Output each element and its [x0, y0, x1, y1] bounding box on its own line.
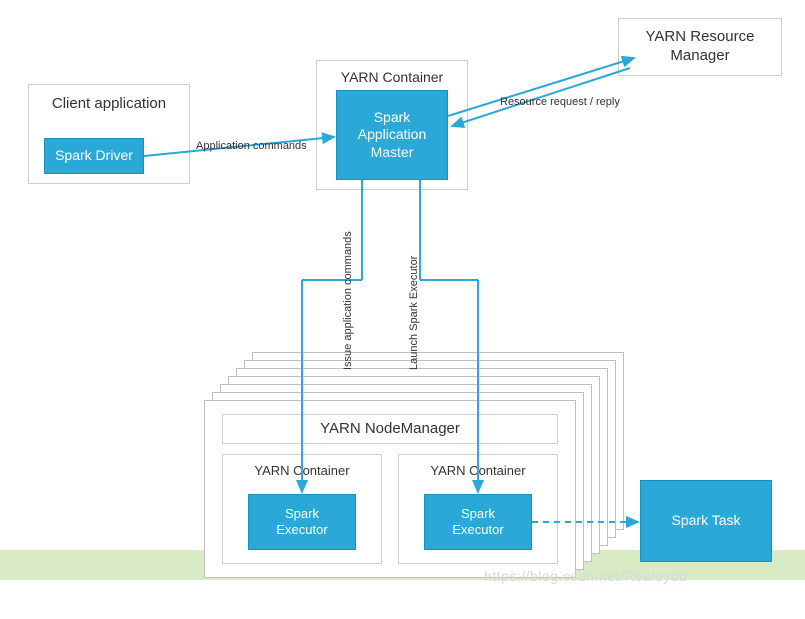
spark-executor-left-box: Spark Executor: [248, 494, 356, 550]
edge-label-application-commands: Application commands: [196, 140, 307, 152]
yarn-container-right-title: YARN Container: [430, 463, 525, 479]
spark-executor-left-label: Spark Executor: [276, 506, 327, 539]
edge-label-launch-executor: Launch Spark Executor: [408, 256, 420, 370]
yarn-container-left-title: YARN Container: [254, 463, 349, 479]
edge-label-issue-commands: Issue application commands: [342, 231, 354, 370]
spark-task-box: Spark Task: [640, 480, 772, 562]
client-application-title: Client application: [52, 95, 166, 114]
yarn-resource-manager-label: YARN Resource Manager: [646, 28, 755, 66]
spark-driver-label: Spark Driver: [55, 147, 133, 165]
nodemanager-title-label: YARN NodeManager: [320, 420, 460, 439]
edge-label-resource-request: Resource request / reply: [500, 96, 620, 108]
watermark-text: https://blog.csdn.net/Realoyou: [484, 568, 687, 584]
yarn-container-top-title: YARN Container: [341, 69, 443, 87]
spark-task-label: Spark Task: [672, 512, 741, 530]
spark-application-master-box: Spark Application Master: [336, 90, 448, 180]
spark-driver-box: Spark Driver: [44, 138, 144, 174]
spark-application-master-label: Spark Application Master: [358, 109, 427, 162]
spark-executor-right-label: Spark Executor: [452, 506, 503, 539]
yarn-resource-manager-box: YARN Resource Manager: [618, 18, 782, 76]
nodemanager-title-box: YARN NodeManager: [222, 414, 558, 444]
spark-executor-right-box: Spark Executor: [424, 494, 532, 550]
